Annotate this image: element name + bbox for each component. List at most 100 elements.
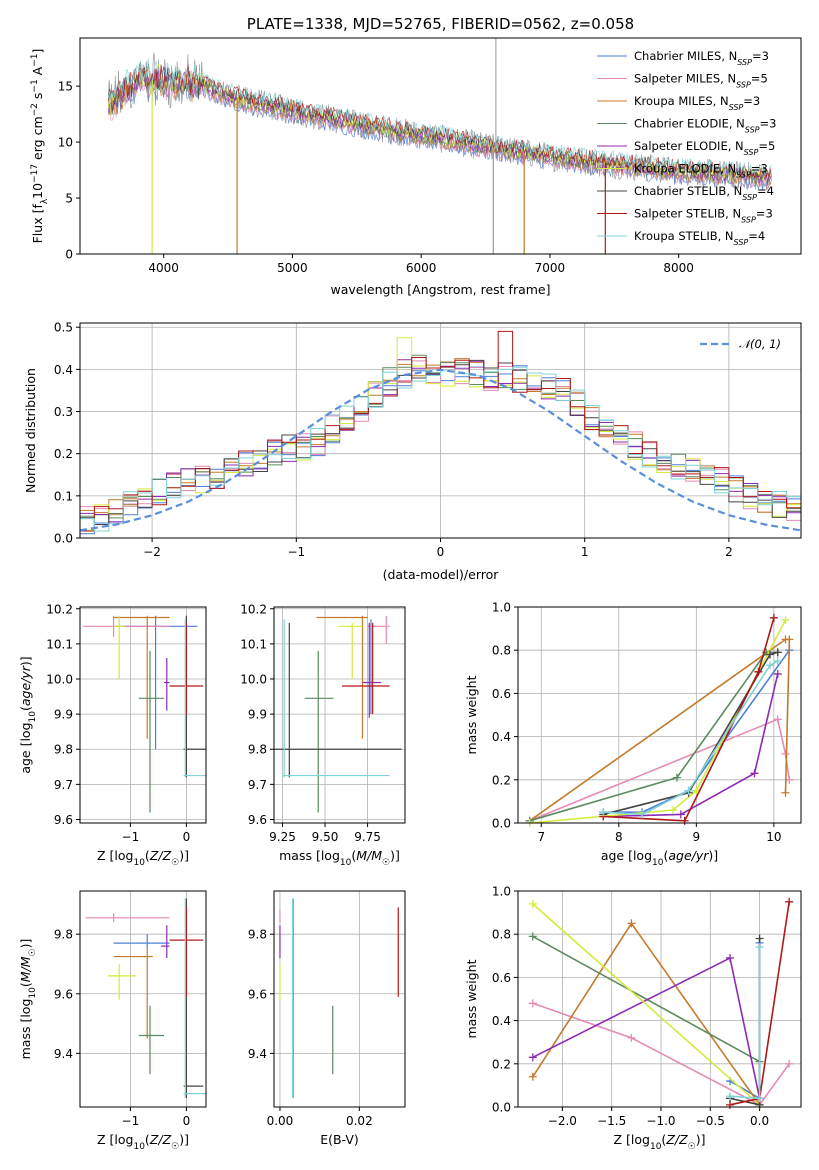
y-axis-label: mass weight xyxy=(464,959,479,1038)
y-tick-label: 1.0 xyxy=(492,601,511,615)
y-tick-label: 0.4 xyxy=(492,1014,511,1028)
residuals-axes: −2 −1 0 1 2 0.0 0.1 0.2 0.3 0.4 0.5 (data-model)/er… xyxy=(23,321,802,582)
axes-frame xyxy=(517,606,802,824)
x-axis-label: wavelength [Angstrom, rest frame] xyxy=(330,282,550,297)
x-tick-label: −1 xyxy=(122,1114,140,1128)
spectrum-axes: 4000 5000 6000 7000 8000 0 5 10 15 PLATE=1338, MJ… xyxy=(30,15,802,297)
y-tick-label: 9.4 xyxy=(248,1047,267,1061)
point-marker xyxy=(773,669,782,678)
y-tick-label: 0.0 xyxy=(54,532,73,546)
x-tick-label: −2.0 xyxy=(548,1114,577,1128)
y-tick-label: 0.5 xyxy=(54,321,73,335)
point-marker xyxy=(684,786,693,795)
series-line xyxy=(603,617,775,822)
age-vs-Z-axes: −1 0 9.6 9.7 9.8 9.9 10.0 10.1 10.2 Z [log10(Z/Z☉… xyxy=(18,602,207,868)
legend-entry: Kroupa MILES, NSSP=3 xyxy=(634,94,760,112)
axes-frame xyxy=(517,890,802,1108)
x-tick-label: 9.25 xyxy=(269,830,296,844)
point-marker xyxy=(773,715,782,724)
legend-entry-name: Chabrier STELIB xyxy=(634,184,726,198)
y-tick-label: 9.6 xyxy=(248,987,267,1001)
point-marker xyxy=(750,769,759,778)
massvsZ-points xyxy=(85,898,206,1099)
y-axis-label: age [log10(age/yr)] xyxy=(18,656,38,773)
point-marker xyxy=(781,749,790,758)
point-marker xyxy=(769,613,778,622)
series-line xyxy=(532,935,760,1063)
series-line xyxy=(529,718,791,822)
y-tick-label: 9.8 xyxy=(248,743,267,757)
x-tick-label: 7 xyxy=(537,830,545,844)
y-tick-label: 9.8 xyxy=(248,928,267,942)
y-tick-label: 9.9 xyxy=(54,708,73,722)
age-vs-mass-axes: 9.25 9.50 9.75 9.6 9.7 9.8 9.9 10.0 10.1 10.2 mass… xyxy=(240,602,406,868)
y-tick-label: 0.2 xyxy=(492,1057,511,1071)
x-axis-label: Z [log10(Z/Z☉)] xyxy=(97,1132,189,1152)
point-marker xyxy=(528,1072,537,1081)
legend-entry-name: Salpeter MILES xyxy=(634,72,720,86)
mass-vs-ebv-axes: 0.00 0.02 9.4 9.6 9.8 E(B-V) xyxy=(248,890,406,1147)
x-tick-label: −1.5 xyxy=(597,1114,626,1128)
y-tick-label: 9.9 xyxy=(248,708,267,722)
axes-frame xyxy=(79,322,802,539)
point-marker xyxy=(627,919,636,928)
y-tick-label: 10.0 xyxy=(46,673,73,687)
x-tick-label: 0 xyxy=(183,1114,191,1128)
point-marker xyxy=(676,810,685,819)
point-marker xyxy=(669,806,678,815)
legend-entry-name: Chabrier MILES xyxy=(634,49,721,63)
legend-entry-nssp: 3 xyxy=(765,207,772,221)
series-line xyxy=(603,649,791,813)
legend-entry-name: Chabrier ELODIE xyxy=(634,117,729,131)
y-tick-label: 10.0 xyxy=(240,673,267,687)
point-marker xyxy=(785,897,794,906)
series-line xyxy=(532,1002,790,1106)
y-tick-label: 0.2 xyxy=(54,447,73,461)
massvsZ-axes: −1 0 9.4 9.6 9.8 Z [log10(Z/Z☉)] mass [log10(M… xyxy=(18,890,207,1152)
legend-entry-nssp: 5 xyxy=(760,72,767,86)
massweight-vs-Z-series xyxy=(528,897,794,1109)
massweight-vs-age-series xyxy=(525,613,794,827)
age-vs-mass-points xyxy=(274,615,402,813)
legend-entry-name: Salpeter STELIB xyxy=(634,207,725,221)
y-axis-label: Flux [fλ10−17 erg cm−2 s−1 A−1] xyxy=(30,49,50,244)
x-tick-label: 6000 xyxy=(406,261,437,275)
axes-frame xyxy=(79,606,207,824)
y-tick-label: 0.3 xyxy=(54,405,73,419)
x-tick-label: −1.0 xyxy=(646,1114,675,1128)
y-tick-label: 1.0 xyxy=(492,885,511,899)
histogram-step xyxy=(80,337,801,531)
y-tick-label: 10.2 xyxy=(46,602,73,616)
point-marker xyxy=(528,1053,537,1062)
axes-frame xyxy=(273,890,406,1108)
spectrum-lines xyxy=(107,38,772,254)
massweight-vs-age-axes: 7 8 9 10 0.0 0.2 0.4 0.6 0.8 1.0 age [log10(age/yr… xyxy=(464,601,802,868)
x-axis-label: age [log10(age/yr)] xyxy=(601,848,718,868)
x-tick-label: 8000 xyxy=(663,261,694,275)
point-marker xyxy=(680,816,689,825)
y-tick-label: 0.4 xyxy=(492,730,511,744)
y-tick-label: 10 xyxy=(58,136,73,150)
point-marker xyxy=(773,657,782,665)
histogram-step xyxy=(80,330,801,532)
legend-entry: Salpeter STELIB, NSSP=3 xyxy=(634,207,773,225)
y-axis-label: mass weight xyxy=(464,675,479,754)
point-marker xyxy=(781,615,790,624)
series-line xyxy=(532,921,761,1106)
model-spectrum xyxy=(107,58,772,176)
point-marker xyxy=(765,661,774,670)
x-tick-label: 0 xyxy=(183,830,191,844)
y-tick-label: 0.0 xyxy=(492,817,511,831)
x-tick-label: 9 xyxy=(693,830,701,844)
point-marker xyxy=(528,932,537,941)
legend-entry-nssp: 4 xyxy=(767,184,774,198)
legend-entry-name: Kroupa MILES xyxy=(634,94,713,108)
point-marker xyxy=(726,1092,735,1101)
y-tick-label: 9.7 xyxy=(248,778,267,792)
legend-entry-name: Kroupa STELIB xyxy=(634,229,718,243)
y-tick-label: 10.1 xyxy=(240,637,267,651)
mass-vs-ebv-points xyxy=(279,898,399,1099)
legend-entry: Chabrier MILES, NSSP=3 xyxy=(634,49,769,67)
legend-entry: 𝒩(0, 1) xyxy=(739,337,781,351)
